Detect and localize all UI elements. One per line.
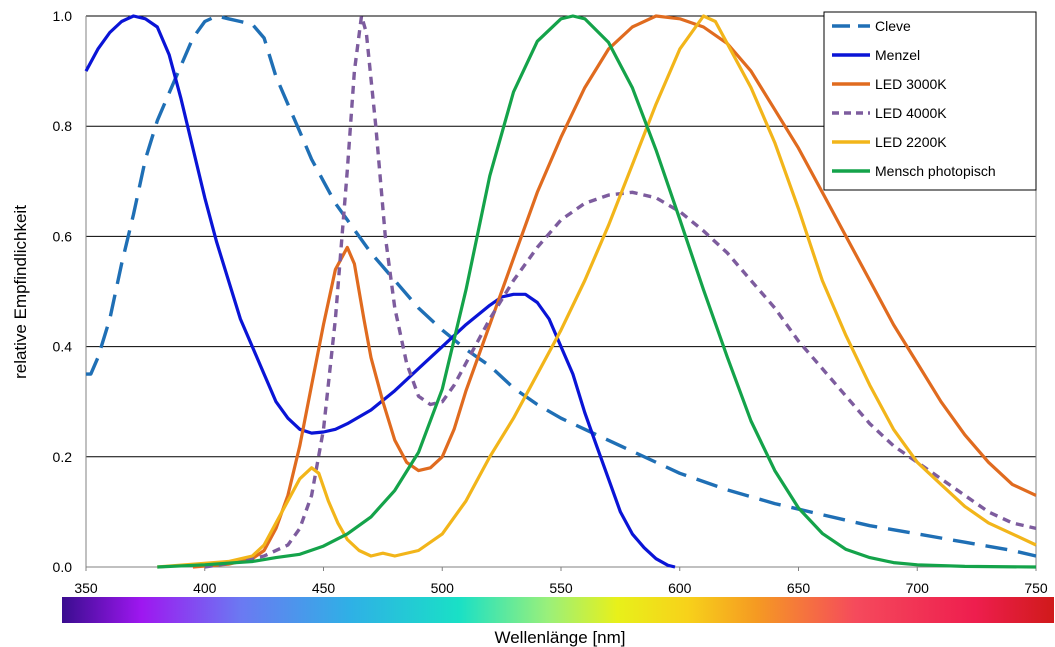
x-tick-label: 600 [668, 580, 692, 596]
spectrum-bar [62, 597, 1054, 623]
axes [85, 16, 1037, 571]
legend-label: LED 2200K [875, 134, 947, 150]
legend-label: LED 4000K [875, 105, 947, 121]
legend-box [823, 11, 1037, 191]
x-tick-label: 400 [193, 580, 217, 596]
x-tick-label: 700 [906, 580, 930, 596]
legend-label: Mensch photopisch [875, 163, 996, 179]
legend-label: LED 3000K [875, 76, 947, 92]
x-tick-label: 550 [549, 580, 573, 596]
x-tick-label: 650 [787, 580, 811, 596]
y-tick-label: 0.4 [53, 339, 73, 355]
x-tick-label: 750 [1024, 580, 1048, 596]
y-tick-label: 0.0 [53, 559, 73, 575]
x-tick-label: 350 [74, 580, 98, 596]
series-line [204, 14, 1037, 569]
x-tick-label: 450 [312, 580, 336, 596]
series-group [84, 14, 1037, 569]
series-line [157, 14, 1037, 569]
y-tick-label: 0.8 [53, 118, 73, 134]
y-tick-label: 1.0 [53, 8, 73, 24]
series-line [192, 14, 1037, 569]
legend-label: Cleve [875, 18, 911, 34]
y-tick-label: 0.2 [53, 449, 73, 465]
series-line [157, 14, 1037, 569]
tick-labels: 0.0 0.2 0.4 0.6 0.8 1.0 350 400 450 500 550 600 650 7… [53, 8, 1048, 596]
series-line [86, 14, 1037, 558]
legend: Cleve Menzel LED 3000K LED 4000K LED 2200K Me… [823, 11, 1037, 191]
series-line [84, 14, 676, 569]
y-tick-label: 0.6 [53, 228, 73, 244]
x-tick-label: 500 [431, 580, 455, 596]
legend-label: Menzel [875, 47, 920, 63]
x-axis-title: Wellenlänge [nm] [494, 628, 625, 647]
y-axis-title: relative Empfindlichkeit [11, 205, 30, 379]
